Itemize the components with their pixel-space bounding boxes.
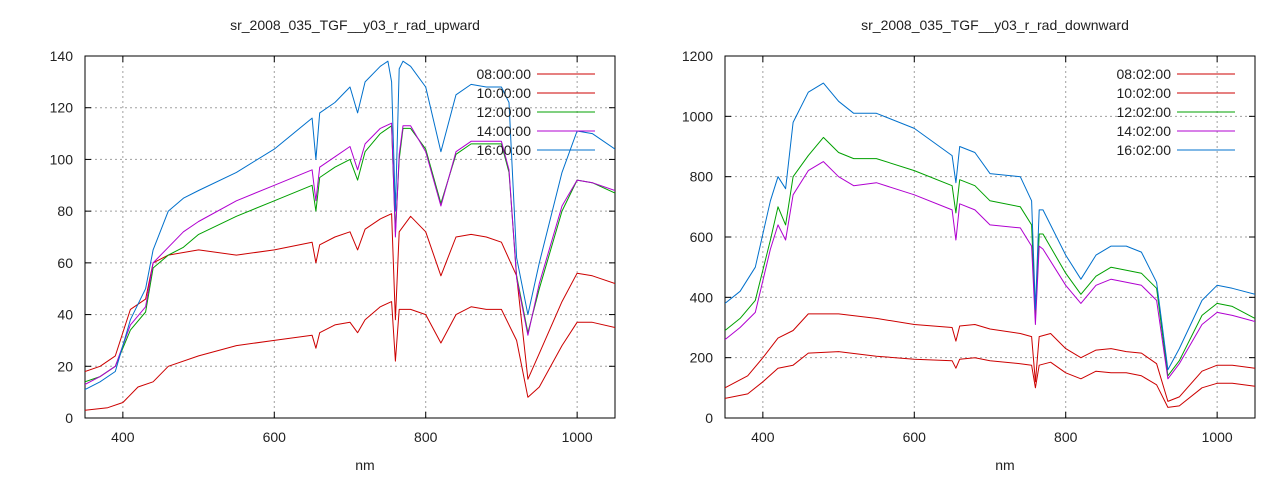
chart-title: sr_2008_035_TGF__y03_r_rad_upward: [230, 17, 480, 33]
legend-label: 10:00:00: [477, 85, 532, 101]
x-tick-label: 400: [111, 429, 135, 445]
y-tick-label: 80: [57, 203, 73, 219]
y-tick-label: 20: [57, 358, 73, 374]
y-tick-label: 40: [57, 307, 73, 323]
series-line-08-02-00: [725, 351, 1255, 408]
series-line-08-00-00: [85, 301, 615, 411]
series-line-10-02-00: [725, 313, 1255, 402]
x-axis-label: nm: [995, 457, 1014, 473]
legend-label: 16:02:00: [1117, 142, 1172, 158]
y-tick-label: 120: [50, 100, 74, 116]
chart-panel-downward: sr_2008_035_TGF__y03_r_rad_downward 400 60…: [640, 0, 1280, 480]
x-axis-label: nm: [355, 457, 374, 473]
series-line-14-02-00: [725, 161, 1255, 380]
y-tick-label: 60: [57, 255, 73, 271]
series-line-10-00-00: [85, 213, 615, 380]
x-tick-label: 800: [414, 429, 438, 445]
legend-label: 08:02:00: [1117, 66, 1172, 82]
chart-panel-upward: sr_2008_035_TGF__y03_r_rad_upward 400 600 8…: [50, 17, 616, 473]
legend-label: 12:00:00: [477, 104, 532, 120]
y-tick-label: 200: [690, 350, 714, 366]
y-tick-label: 100: [50, 151, 74, 167]
series-line-16-00-00: [85, 60, 615, 391]
y-tick-label: 400: [690, 289, 714, 305]
plot-frame: [724, 55, 1256, 419]
y-tick-label: 1200: [682, 48, 713, 64]
y-tick-label: 0: [705, 410, 713, 426]
series-line-12-02-00: [725, 136, 1255, 377]
y-tick-label: 800: [690, 169, 714, 185]
series-line-12-00-00: [85, 125, 615, 383]
x-tick-label: 1000: [1202, 429, 1233, 445]
x-tick-label: 1000: [562, 429, 593, 445]
chart-downward: sr_2008_035_TGF__y03_r_rad_downward 400 60…: [682, 17, 1256, 473]
series-line-14-00-00: [85, 122, 615, 385]
chart-title: sr_2008_035_TGF__y03_r_rad_downward: [861, 17, 1129, 33]
legend-label: 08:00:00: [477, 66, 532, 82]
x-tick-label: 600: [903, 429, 927, 445]
legend-label: 14:00:00: [477, 123, 532, 139]
x-tick-label: 400: [751, 429, 775, 445]
legend-label: 14:02:00: [1117, 123, 1172, 139]
x-tick-label: 800: [1054, 429, 1078, 445]
x-tick-label: 600: [263, 429, 287, 445]
y-tick-label: 1000: [682, 108, 713, 124]
plot-frame: [84, 55, 616, 419]
legend-label: 10:02:00: [1117, 85, 1172, 101]
y-tick-label: 0: [65, 410, 73, 426]
y-tick-label: 600: [690, 229, 714, 245]
series-line-16-02-00: [725, 82, 1255, 371]
y-tick-label: 140: [50, 48, 74, 64]
legend-label: 16:00:00: [477, 142, 532, 158]
legend-label: 12:02:00: [1117, 104, 1172, 120]
